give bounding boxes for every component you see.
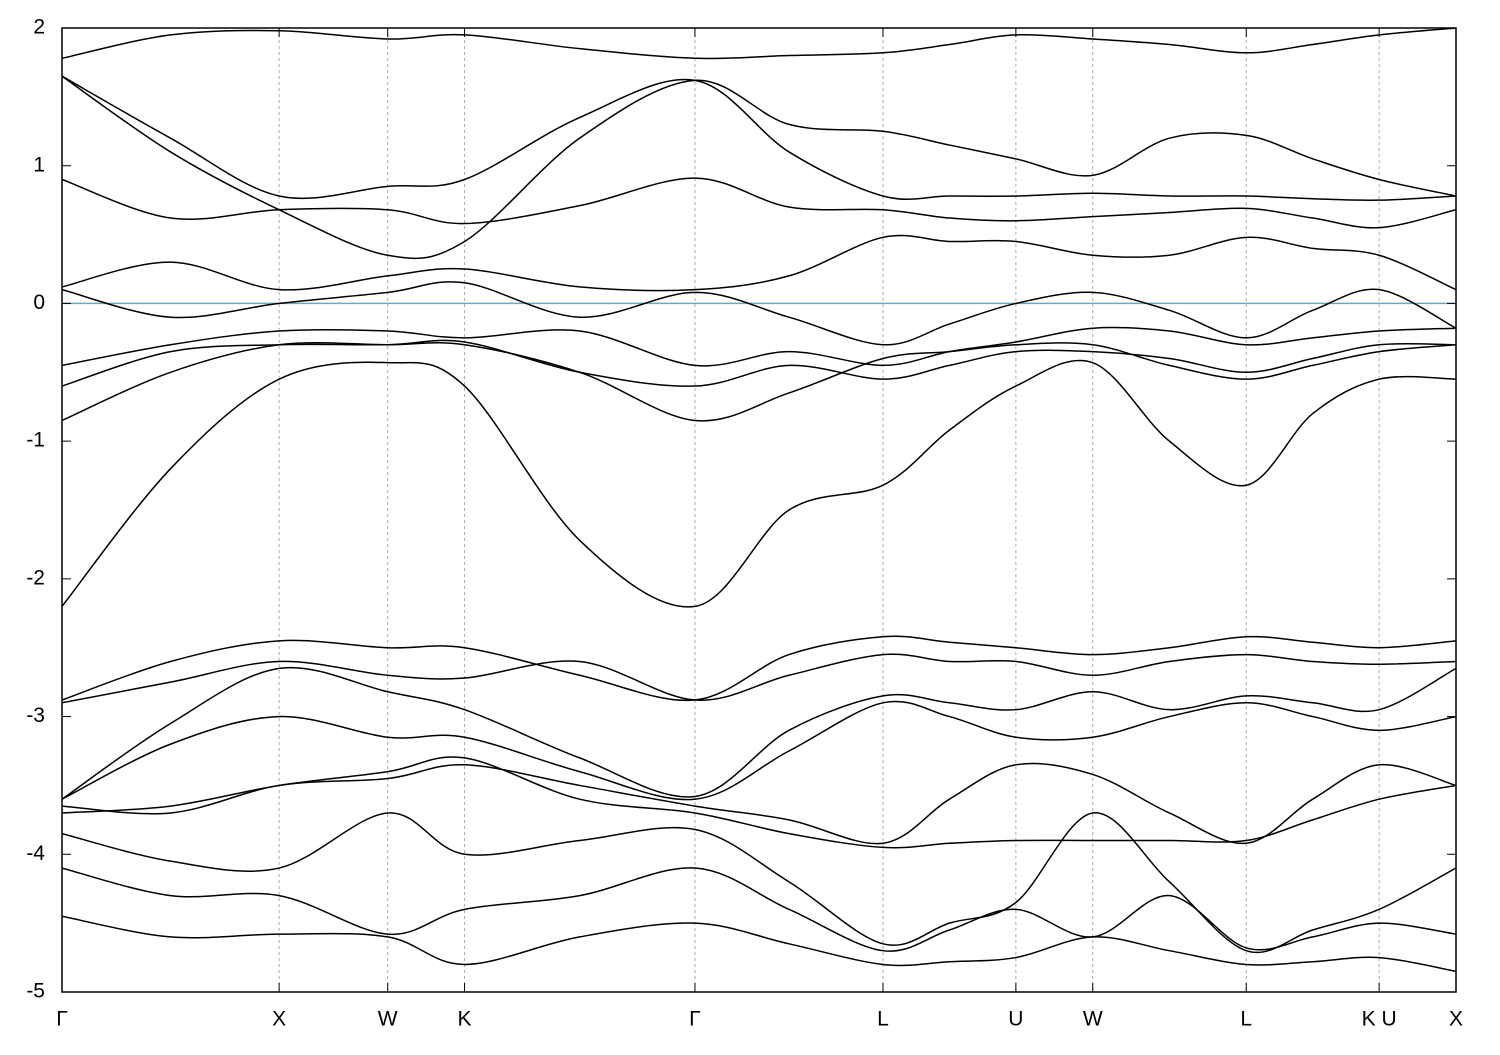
- band-line: [62, 234, 1456, 292]
- x-tick-label: U: [1008, 1008, 1023, 1031]
- band-line: [62, 359, 1456, 608]
- x-tick-label: Γ: [56, 1008, 68, 1031]
- band-line: [62, 756, 1456, 849]
- band-line: [62, 867, 1456, 952]
- y-tick-label: -1: [26, 429, 45, 452]
- y-tick-label: -4: [26, 842, 45, 865]
- plot-frame: [61, 27, 1457, 993]
- y-tick-label: -5: [26, 980, 45, 1003]
- y-tick-label: -3: [26, 704, 45, 727]
- band-line: [62, 339, 1456, 387]
- band-line: [62, 915, 1456, 973]
- x-tick-label: W: [1083, 1008, 1103, 1031]
- band-line: [62, 75, 1456, 260]
- x-tick-label: L: [1240, 1008, 1252, 1031]
- band-line: [62, 666, 1456, 800]
- x-tick-label: Γ: [689, 1008, 701, 1031]
- y-tick-label: 1: [33, 153, 45, 176]
- band-line: [62, 635, 1456, 702]
- band-line: [62, 812, 1456, 954]
- y-tick-label: 0: [33, 291, 45, 314]
- band-line: [62, 281, 1456, 346]
- y-tick-label: -2: [26, 566, 45, 589]
- band-line: [62, 341, 1456, 422]
- band-line: [62, 700, 1456, 801]
- band-line: [62, 28, 1456, 60]
- band-line: [62, 762, 1456, 845]
- band-line: [62, 177, 1456, 229]
- band-line: [62, 326, 1456, 367]
- bands-layer: [62, 28, 1456, 973]
- axes-layer: -5 -4 -3 -2 -1 0 1 2 Γ X W K Γ L U W L K U X: [26, 16, 1463, 1031]
- x-tick-label: X: [272, 1008, 286, 1031]
- x-tick-label: K U: [1362, 1008, 1397, 1031]
- x-tick-label: X: [1449, 1008, 1463, 1031]
- band-line: [62, 653, 1456, 704]
- x-tick-label: K: [458, 1008, 472, 1031]
- x-tick-label: W: [378, 1008, 398, 1031]
- x-tick-label: L: [877, 1008, 889, 1031]
- band-line: [62, 75, 1456, 201]
- y-tick-label: 2: [33, 16, 45, 39]
